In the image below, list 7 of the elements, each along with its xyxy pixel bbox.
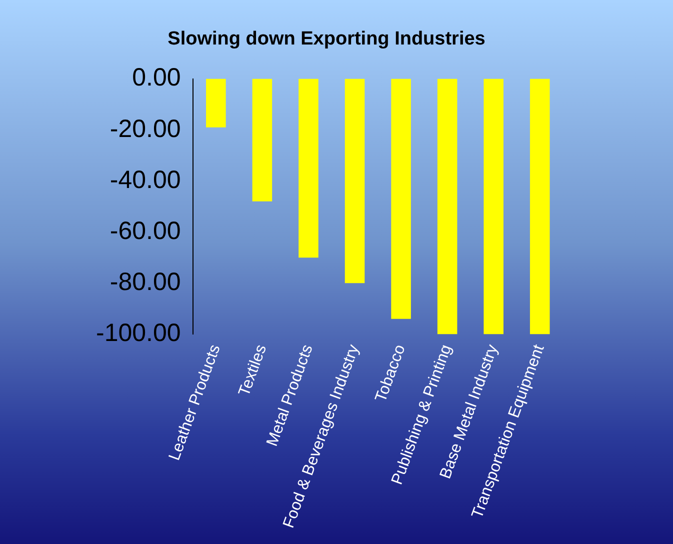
y-tick-label: -100.00 <box>96 319 181 348</box>
y-tick-label: -60.00 <box>110 216 181 245</box>
y-tick-label: -20.00 <box>110 114 181 143</box>
chart-title: Slowing down Exporting Industries <box>168 28 486 50</box>
y-tick-label: 0.00 <box>132 64 181 92</box>
y-tick-label: -80.00 <box>110 268 181 296</box>
y-tick-label: -40.00 <box>110 166 181 194</box>
